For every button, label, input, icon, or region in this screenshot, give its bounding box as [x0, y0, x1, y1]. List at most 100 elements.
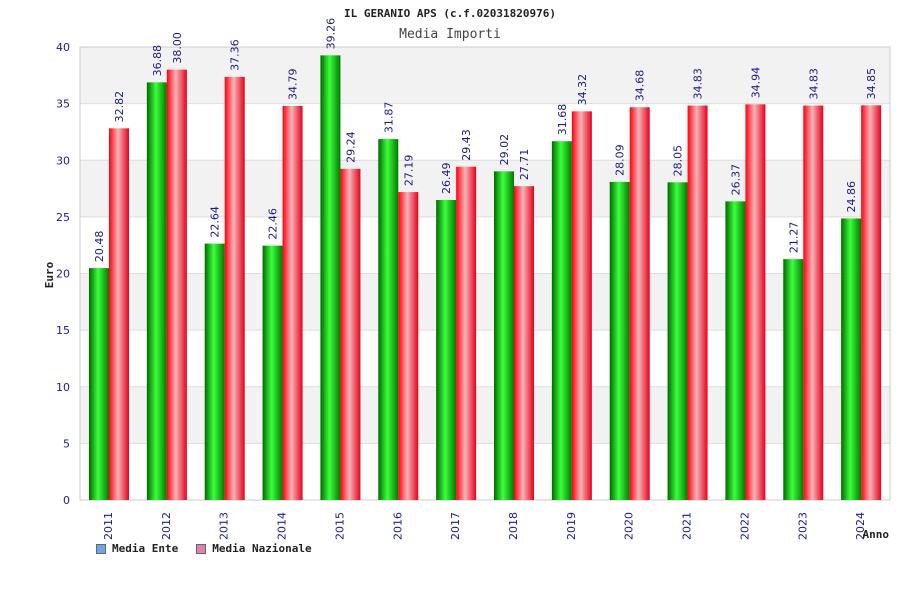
bar-media-nazionale	[109, 128, 129, 500]
data-label: 31.68	[556, 104, 569, 136]
data-label: 37.36	[229, 39, 242, 71]
y-axis: 0 5 10 15 20 25 30 35 40	[56, 41, 70, 507]
x-tick-label: 2016	[391, 512, 404, 540]
grid-band	[80, 216, 890, 274]
bars: 20.48 32.82 36.88 38.00 22.64 37.36 22.46 34.79…	[89, 18, 882, 501]
bar-media-ente	[262, 245, 283, 500]
data-label: 22.64	[209, 206, 222, 238]
data-label: 22.46	[267, 208, 280, 240]
legend-item-ente: Media Ente	[96, 542, 178, 555]
data-label: 34.94	[749, 67, 762, 99]
grid-band	[80, 103, 890, 161]
bar-media-nazionale	[282, 106, 303, 501]
bar-media-ente	[551, 141, 572, 500]
data-label: 28.09	[614, 144, 627, 176]
bar-media-nazionale	[861, 105, 882, 500]
bar-media-ente	[609, 181, 630, 501]
plot-border	[79, 46, 891, 501]
bar-media-ente	[494, 171, 514, 500]
data-label: 29.02	[498, 134, 511, 166]
bar-media-ente	[204, 243, 225, 501]
chart-title: IL GERANIO APS (c.f.02031820976)	[344, 7, 556, 20]
chart-subtitle: Media Importi	[399, 27, 501, 42]
bar-media-nazionale	[629, 107, 650, 501]
data-label: 21.27	[787, 222, 800, 254]
x-tick-label: 2020	[623, 512, 636, 540]
grid-band	[80, 160, 890, 217]
bar-media-nazionale	[745, 104, 766, 500]
data-label: 34.83	[692, 68, 705, 100]
data-label: 34.85	[865, 68, 878, 100]
grid-band	[80, 443, 890, 500]
bar-media-nazionale	[340, 168, 361, 500]
x-tick-label: 2014	[276, 512, 289, 540]
data-label: 34.83	[807, 68, 820, 100]
bar-media-ente	[378, 139, 399, 500]
legend-swatch-nazionale	[196, 543, 207, 554]
x-axis: 2011 2012 2013 2014 2015 2016 2017 2018 2019 2020…	[102, 512, 867, 540]
data-label: 24.86	[845, 181, 858, 213]
bar-media-ente	[783, 259, 804, 500]
y-tick-label: 35	[56, 98, 70, 111]
bar-media-ente	[667, 182, 688, 501]
bar-media-ente	[436, 200, 457, 501]
y-tick-label: 40	[56, 41, 70, 54]
data-label: 27.19	[402, 155, 415, 187]
bar-media-nazionale	[224, 76, 245, 500]
x-tick-label: 2021	[681, 512, 694, 540]
grid-band	[80, 330, 890, 387]
legend-label-ente: Media Ente	[112, 542, 179, 555]
bar-media-nazionale	[514, 186, 534, 500]
y-tick-label: 5	[63, 437, 70, 450]
data-label: 26.49	[440, 163, 453, 195]
x-tick-label: 2012	[160, 512, 173, 540]
data-label: 26.37	[729, 164, 742, 196]
data-label: 34.68	[634, 70, 647, 102]
data-label: 29.24	[344, 131, 357, 163]
x-tick-label: 2023	[796, 512, 809, 540]
bar-media-ente	[89, 268, 109, 500]
y-tick-label: 25	[56, 211, 70, 224]
legend: Media Ente Media Nazionale	[96, 542, 312, 555]
grid-band	[80, 273, 890, 331]
data-label: 38.00	[171, 32, 184, 64]
bar-media-nazionale	[571, 111, 592, 501]
data-label: 32.82	[113, 91, 126, 123]
x-tick-label: 2018	[507, 512, 520, 540]
data-label: 20.48	[93, 231, 106, 263]
y-tick-label: 15	[56, 324, 70, 337]
data-label: 27.71	[518, 149, 531, 181]
plot-area	[79, 46, 891, 501]
data-label: 39.26	[324, 18, 337, 50]
data-label: 29.43	[460, 129, 473, 161]
data-label: 31.87	[382, 102, 395, 134]
legend-item-nazionale: Media Nazionale	[196, 542, 312, 555]
data-label: 34.79	[287, 69, 300, 101]
x-tick-label: 2019	[565, 512, 578, 540]
grid-band	[80, 47, 890, 104]
legend-swatch-ente	[96, 543, 106, 554]
grid-band	[80, 386, 890, 444]
data-label: 34.32	[576, 74, 589, 106]
bar-media-ente	[320, 55, 341, 501]
bar-media-ente	[841, 218, 862, 500]
bar-media-nazionale	[803, 105, 824, 501]
x-tick-label: 2017	[449, 512, 462, 540]
y-tick-label: 0	[63, 494, 70, 507]
x-tick-label: 2022	[738, 512, 751, 540]
data-label: 28.05	[672, 145, 685, 177]
bar-media-nazionale	[166, 69, 187, 501]
y-tick-label: 20	[56, 268, 70, 281]
x-tick-label: 2013	[218, 512, 231, 540]
y-tick-label: 30	[56, 154, 70, 167]
y-tick-label: 10	[56, 381, 70, 394]
bar-media-nazionale	[456, 166, 477, 500]
bar-media-ente	[146, 82, 167, 501]
bar-media-nazionale	[687, 105, 708, 501]
x-tick-label: 2024	[854, 512, 867, 540]
x-axis-label: Anno	[863, 528, 890, 541]
legend-label-nazionale: Media Nazionale	[212, 542, 312, 555]
y-axis-label: Euro	[43, 261, 56, 288]
x-tick-label: 2015	[333, 512, 346, 540]
